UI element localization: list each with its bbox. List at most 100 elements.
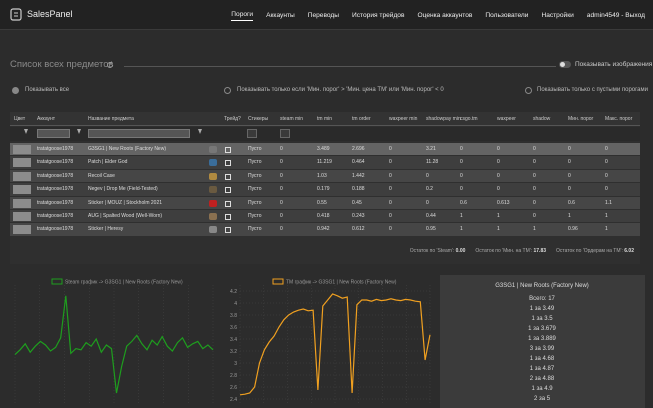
item-name: AUG | Spalted Wood (Well-Worn) xyxy=(88,213,163,219)
trade-checkbox[interactable] xyxy=(225,147,231,153)
item-name: G3SG1 | New Roots (Factory New) xyxy=(88,146,166,152)
price: 1 xyxy=(497,213,500,219)
table-row[interactable] xyxy=(10,223,640,237)
price: 2.696 xyxy=(352,146,365,152)
filter-select[interactable] xyxy=(247,129,257,138)
orders-title: G3SG1 | New Roots (Factory New) xyxy=(495,283,589,289)
price: 1 xyxy=(460,213,463,219)
radio[interactable] xyxy=(224,87,231,94)
balance-label: Остаток по 'Мин. на ТМ': xyxy=(475,248,533,254)
filter-icon[interactable] xyxy=(24,129,28,134)
price: 0.188 xyxy=(352,186,365,193)
stickers: Пусто xyxy=(248,199,262,206)
stickers: Пусто xyxy=(248,146,262,152)
table-row[interactable] xyxy=(10,156,640,170)
stickers: Пусто xyxy=(248,172,262,179)
price: 0 xyxy=(568,172,571,179)
y-tick-label: 3 xyxy=(234,361,237,367)
radio[interactable] xyxy=(12,87,19,94)
stickers: Пусто xyxy=(248,226,262,233)
y-tick-label: 4 xyxy=(234,301,237,307)
section-title: Список всех предметов xyxy=(10,59,114,70)
refresh-icon[interactable] xyxy=(106,61,114,69)
order-item: 2 за 5 xyxy=(534,396,551,402)
filter-icon[interactable] xyxy=(77,129,81,134)
item-image xyxy=(209,226,217,234)
trade-checkbox[interactable] xyxy=(225,160,231,167)
nav-item[interactable]: Аккаунты xyxy=(266,11,295,19)
stickers: Пусто xyxy=(248,186,262,193)
trade-checkbox[interactable] xyxy=(225,214,231,220)
order-item: 1 за 3.889 xyxy=(528,336,556,342)
divider xyxy=(124,66,556,67)
trade-checkbox[interactable] xyxy=(225,187,231,194)
nav-item[interactable]: Оценка аккаунтов xyxy=(417,11,473,19)
price: 0.243 xyxy=(352,213,365,219)
price: 0 xyxy=(389,159,392,166)
table-row[interactable] xyxy=(10,196,640,210)
item-image xyxy=(209,186,217,194)
filter-input[interactable] xyxy=(88,129,190,138)
y-tick-label: 2.8 xyxy=(230,373,237,379)
price: 0.2 xyxy=(426,186,433,193)
price: 0.6 xyxy=(568,199,575,206)
nav-item[interactable]: Настройки xyxy=(541,11,574,19)
order-item: 1 за 4.68 xyxy=(530,356,555,362)
toggle[interactable] xyxy=(559,61,571,68)
nav-item[interactable]: admin4549 - Выход xyxy=(586,11,645,19)
price: 0 xyxy=(389,226,392,233)
legend-swatch xyxy=(272,278,284,285)
order-item: 1 за 3.5 xyxy=(531,316,553,322)
column-header: Трейд? xyxy=(224,116,241,122)
radio[interactable] xyxy=(525,87,532,94)
column-header: csgo.tm xyxy=(460,116,478,122)
price: 0 xyxy=(568,159,571,166)
nav-item[interactable]: Пользователи xyxy=(485,11,529,19)
price: 0 xyxy=(497,159,500,166)
nav-menu: Пороги Аккаунты Переводы История трейдов Оце… xyxy=(231,0,645,30)
column-header: Стикеры xyxy=(248,116,269,122)
price: 0 xyxy=(497,172,500,179)
filter-icon[interactable] xyxy=(198,129,202,134)
brand[interactable]: SalesPanel xyxy=(27,9,73,19)
trade-checkbox[interactable] xyxy=(225,200,231,207)
balance-value: 6.02 xyxy=(624,248,634,254)
price: 0 xyxy=(605,146,608,152)
trade-checkbox[interactable] xyxy=(225,227,231,234)
filter-input[interactable] xyxy=(37,129,70,138)
price: 1.03 xyxy=(317,172,327,179)
trade-checkbox[interactable] xyxy=(225,173,231,180)
balance: Остаток по 'Ордерам на ТМ': 6.02 xyxy=(556,248,634,254)
nav-item[interactable]: История трейдов xyxy=(352,11,405,19)
table-row[interactable] xyxy=(10,143,640,157)
balance-label: Остаток по 'Ордерам на ТМ': xyxy=(556,248,623,254)
radio-label: Показывать только с пустыми порогами xyxy=(537,87,648,93)
order-item: 2 за 4.88 xyxy=(530,376,555,382)
nav-item[interactable]: Пороги xyxy=(231,9,254,21)
brand-icon xyxy=(10,8,22,21)
legend: TM график -> G3SG1 | New Roots (Factory … xyxy=(286,280,397,286)
table-row[interactable] xyxy=(10,169,640,184)
item-name: Recoil Case xyxy=(88,172,115,179)
price: 11.219 xyxy=(317,159,332,166)
price: 0 xyxy=(497,186,500,193)
price: 0.942 xyxy=(317,226,330,233)
price: 1.442 xyxy=(352,172,365,179)
nav-item[interactable]: Переводы xyxy=(307,11,340,19)
color-swatch xyxy=(13,225,31,235)
orders-total: Всего: 17 xyxy=(529,296,555,302)
price: 0.55 xyxy=(317,199,327,206)
table-row[interactable] xyxy=(10,183,640,197)
filter-select[interactable] xyxy=(280,129,290,138)
balance-value: 0.00 xyxy=(455,248,466,254)
item-name: Sticker | MOUZ | Stockholm 2021 xyxy=(88,199,163,206)
price: 0 xyxy=(389,146,392,152)
item-image xyxy=(209,199,217,207)
column-header: tm order xyxy=(352,116,371,122)
column-header: tm min xyxy=(317,116,332,122)
table-row[interactable] xyxy=(10,210,640,224)
price: 0.612 xyxy=(352,226,365,233)
column-header: Цвет xyxy=(14,116,26,122)
color-swatch xyxy=(13,212,31,221)
